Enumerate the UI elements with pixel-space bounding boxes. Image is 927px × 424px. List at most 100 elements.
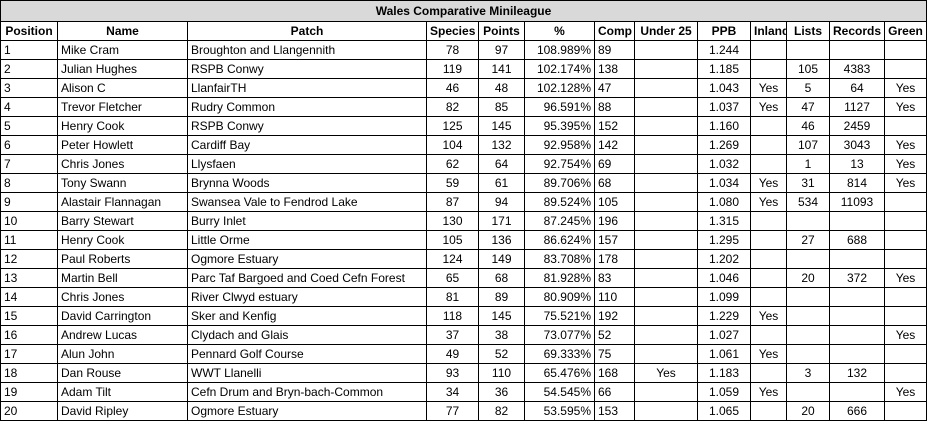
table-cell: 6	[0, 135, 58, 155]
table-cell: 132	[478, 135, 525, 155]
table-cell: 69	[594, 154, 635, 174]
table-cell: Yes	[884, 135, 927, 155]
table-cell: 96.591%	[524, 97, 595, 117]
table-cell: 18	[0, 363, 58, 383]
table-cell: 27	[786, 230, 830, 250]
table-cell	[884, 363, 927, 383]
table-cell: 48	[478, 78, 525, 98]
table-cell	[750, 401, 787, 421]
table-cell	[786, 344, 830, 364]
table-cell: 1127	[829, 97, 885, 117]
column-header: Species	[426, 21, 479, 41]
table-cell: 118	[426, 306, 479, 326]
table-cell: Brynna Woods	[187, 173, 427, 193]
table-cell: 94	[478, 192, 525, 212]
table-cell: 107	[786, 135, 830, 155]
table-cell	[829, 40, 885, 60]
table-cell: 136	[478, 230, 525, 250]
table-cell: 1.027	[697, 325, 751, 345]
table-cell: 92.958%	[524, 135, 595, 155]
table-cell: 20	[0, 401, 58, 421]
table-cell: 1	[786, 154, 830, 174]
table-cell	[884, 192, 927, 212]
table-cell: Henry Cook	[57, 230, 188, 250]
table-cell: 2459	[829, 116, 885, 136]
table-cell: Andrew Lucas	[57, 325, 188, 345]
table-cell: 61	[478, 173, 525, 193]
table-cell	[884, 59, 927, 79]
table-cell: Rudry Common	[187, 97, 427, 117]
table-cell	[829, 287, 885, 307]
table-cell	[750, 154, 787, 174]
table-cell: 130	[426, 211, 479, 231]
table-cell: 87	[426, 192, 479, 212]
table-cell: 814	[829, 173, 885, 193]
column-header: Position	[0, 21, 58, 41]
table-cell: Yes	[884, 173, 927, 193]
table-cell	[634, 192, 698, 212]
table-cell: 49	[426, 344, 479, 364]
table-cell: Trevor Fletcher	[57, 97, 188, 117]
table-cell: Yes	[750, 173, 787, 193]
table-cell: 53.595%	[524, 401, 595, 421]
table-cell: 132	[829, 363, 885, 383]
table-cell	[884, 287, 927, 307]
table-cell: Swansea Vale to Fendrod Lake	[187, 192, 427, 212]
table-row: 5 Henry Cook RSPB Conwy 125 145 95.395% 152 1.1…	[0, 116, 927, 136]
table-cell: 46	[786, 116, 830, 136]
table-cell: 85	[478, 97, 525, 117]
column-header: Records	[829, 21, 885, 41]
table-cell	[634, 382, 698, 402]
table-cell: Pennard Golf Course	[187, 344, 427, 364]
table-cell: Barry Stewart	[57, 211, 188, 231]
table-cell: Tony Swann	[57, 173, 188, 193]
table-cell: RSPB Conwy	[187, 116, 427, 136]
table-cell: Yes	[884, 268, 927, 288]
table-cell: 87.245%	[524, 211, 595, 231]
table-cell: Parc Taf Bargoed and Coed Cefn Forest	[187, 268, 427, 288]
table-cell: Yes	[750, 306, 787, 326]
table-cell: 1.315	[697, 211, 751, 231]
table-row: 18 Dan Rouse WWT Llanelli 93 110 65.476% 168 Ye…	[0, 363, 927, 383]
table-cell	[786, 287, 830, 307]
table-cell: 65.476%	[524, 363, 595, 383]
table-cell: Alastair Flannagan	[57, 192, 188, 212]
table-cell: Ogmore Estuary	[187, 401, 427, 421]
table-cell: 14	[0, 287, 58, 307]
table-cell	[634, 154, 698, 174]
column-header: Inland	[750, 21, 787, 41]
table-cell: Alison C	[57, 78, 188, 98]
table-cell: 64	[478, 154, 525, 174]
table-cell: 65	[426, 268, 479, 288]
column-header: Under 25	[634, 21, 698, 41]
table-cell: 10	[0, 211, 58, 231]
table-row: 3 Alison C LlanfairTH 46 48 102.128% 47 1.043 Ye…	[0, 78, 927, 98]
table-cell: 1.295	[697, 230, 751, 250]
table-cell	[884, 249, 927, 269]
table-cell: 119	[426, 59, 479, 79]
table-row: 2 Julian Hughes RSPB Conwy 119 141 102.174% 13…	[0, 59, 927, 79]
table-cell: Yes	[884, 78, 927, 98]
table-cell: 89	[594, 40, 635, 60]
table-cell: Yes	[750, 78, 787, 98]
table-cell	[634, 173, 698, 193]
table-row: 6 Peter Howlett Cardiff Bay 104 132 92.958% 14…	[0, 135, 927, 155]
column-header: Comp	[594, 21, 635, 41]
table-cell: 89.706%	[524, 173, 595, 193]
table-cell	[750, 40, 787, 60]
table-cell: RSPB Conwy	[187, 59, 427, 79]
table-cell: 1.032	[697, 154, 751, 174]
table-cell: 4383	[829, 59, 885, 79]
table-cell: 157	[594, 230, 635, 250]
table-cell: 82	[426, 97, 479, 117]
table-cell: Yes	[884, 154, 927, 174]
table-row: 15 David Carrington Sker and Kenfig 118 145 7…	[0, 306, 927, 326]
table-cell: 108.989%	[524, 40, 595, 60]
table-cell: 152	[594, 116, 635, 136]
table-cell: 64	[829, 78, 885, 98]
table-cell: 59	[426, 173, 479, 193]
table-cell: 68	[594, 173, 635, 193]
table-cell: 36	[478, 382, 525, 402]
table-cell: 145	[478, 116, 525, 136]
table-cell: 77	[426, 401, 479, 421]
